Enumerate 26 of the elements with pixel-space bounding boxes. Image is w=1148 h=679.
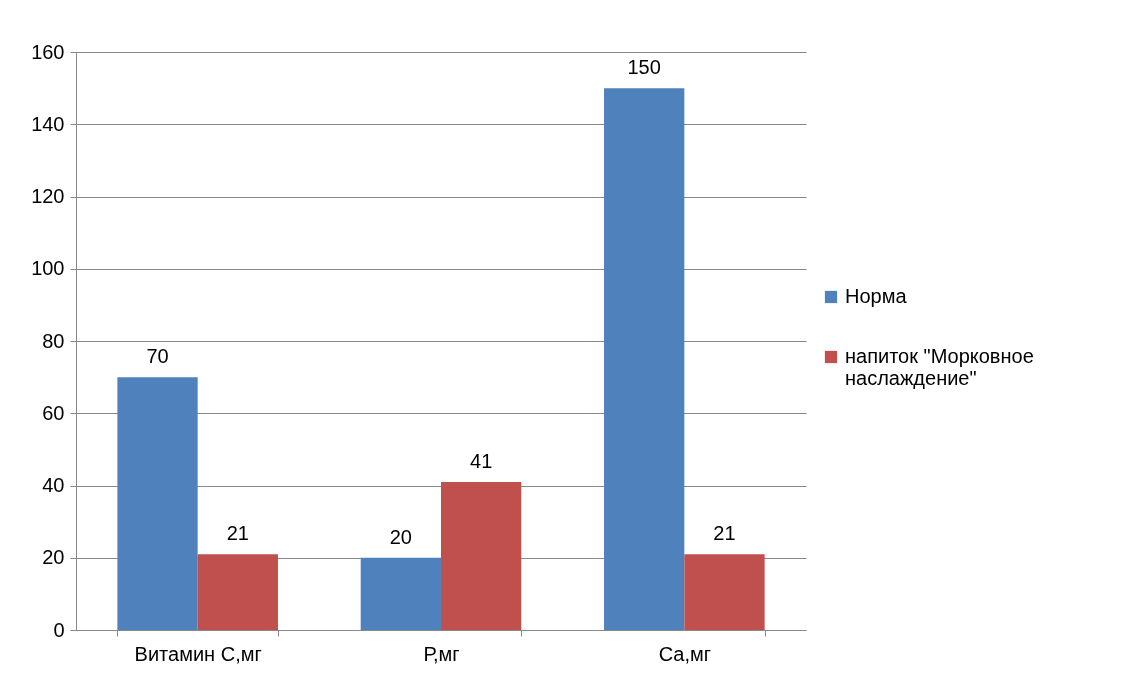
legend-label: напиток "Морковное наслаждение" (845, 345, 1034, 389)
y-tick-label: 40 (42, 474, 65, 496)
data-label: 41 (470, 449, 493, 472)
y-tick-label: 160 (31, 40, 65, 63)
data-label: 70 (146, 345, 169, 368)
y-tick-label: 0 (53, 618, 65, 641)
y-tick-label: 20 (42, 546, 65, 569)
data-label: 21 (713, 522, 736, 545)
y-tick-label: 60 (42, 401, 65, 424)
y-tick-label: 80 (42, 329, 65, 352)
x-tick-label: Са,мг (658, 642, 712, 665)
data-label: 21 (226, 522, 249, 545)
bar (604, 88, 685, 630)
bar (684, 554, 765, 630)
legend-label: Норма (845, 285, 908, 307)
bar (441, 481, 522, 630)
x-tick-label: Витамин С,мг (134, 642, 262, 665)
x-tick-label: Р,мг (423, 642, 460, 665)
data-label: 150 (627, 56, 661, 79)
y-tick-label: 120 (31, 185, 65, 207)
bar (360, 557, 441, 630)
y-tick-label: 140 (31, 112, 65, 135)
bar (197, 554, 278, 630)
bar (117, 377, 198, 630)
y-tick-label: 100 (31, 257, 65, 280)
data-label: 20 (389, 525, 412, 548)
